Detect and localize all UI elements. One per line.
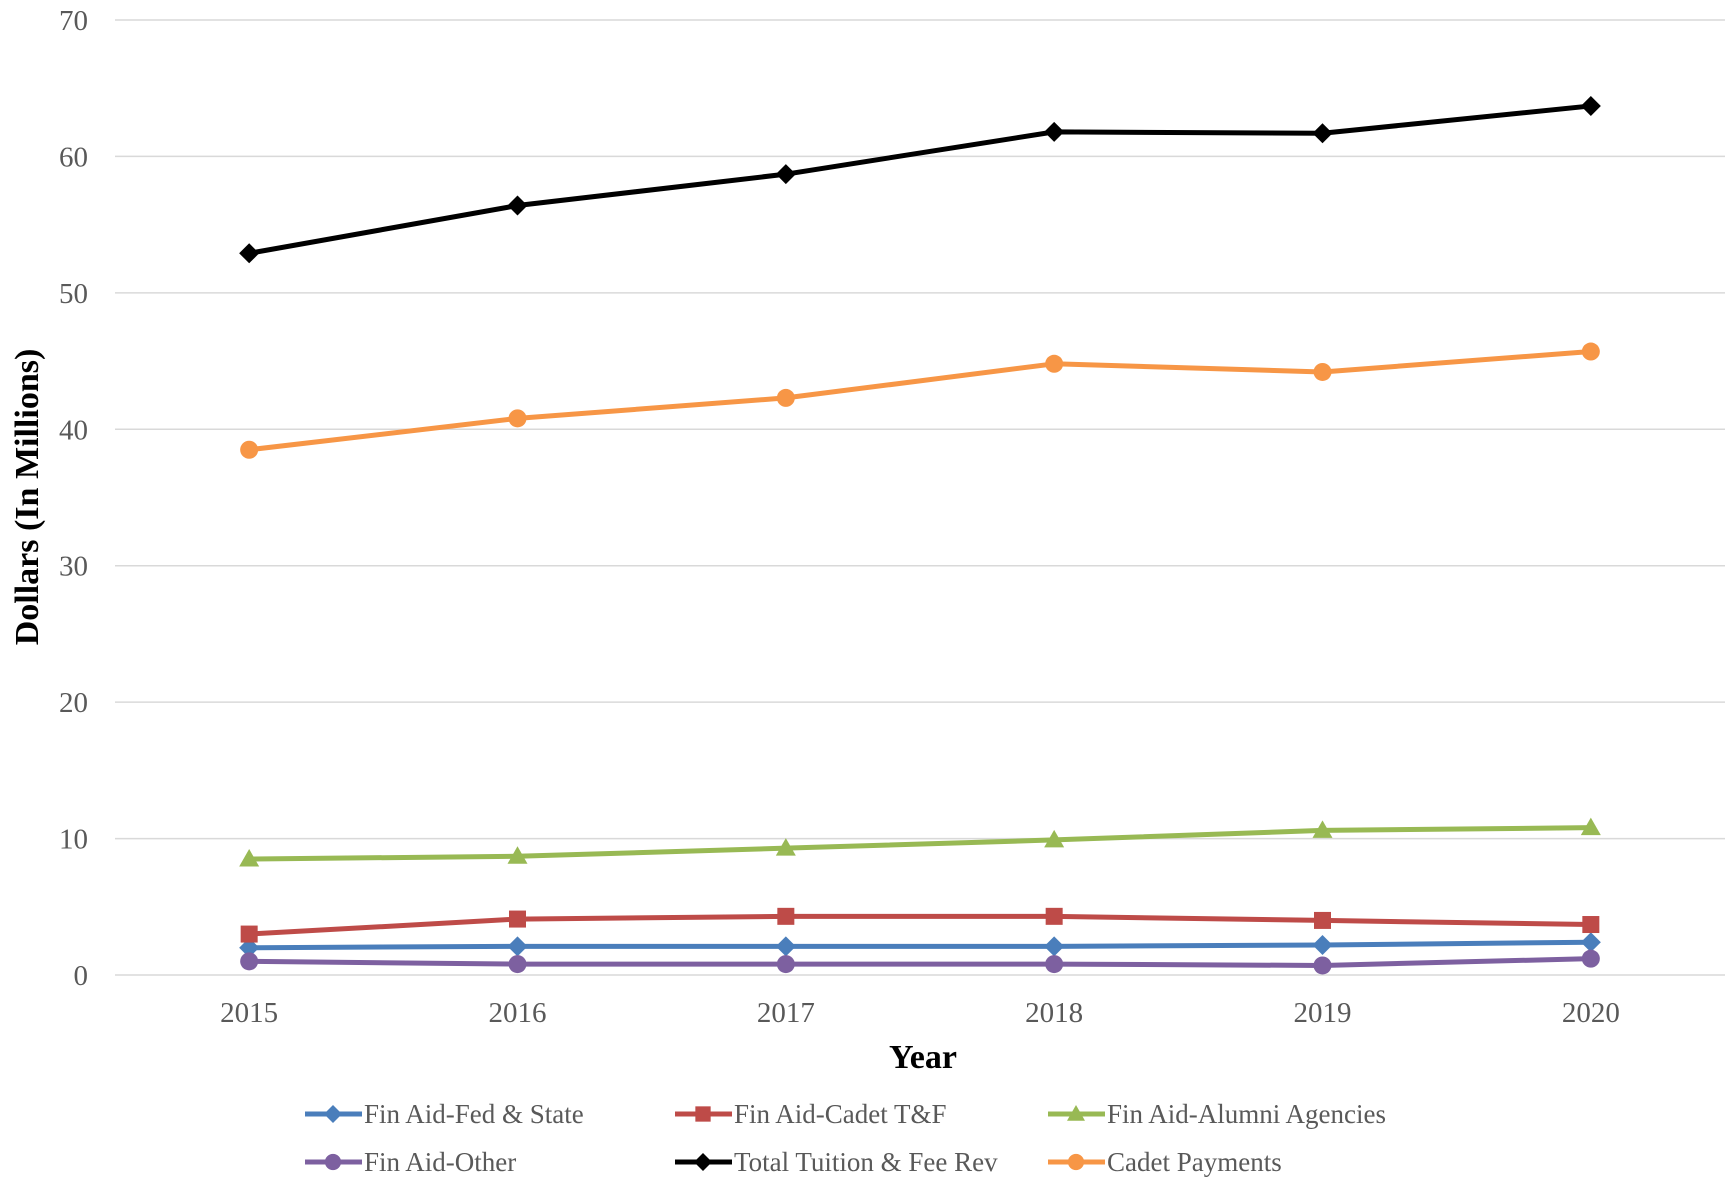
y-tick-label: 30	[59, 551, 88, 583]
series-line	[248, 103, 1592, 256]
legend-label: Fin Aid-Fed & State	[364, 1099, 584, 1129]
data-point	[776, 388, 795, 407]
data-point	[508, 955, 527, 974]
data-point	[775, 936, 796, 957]
data-point	[775, 164, 796, 185]
data-point	[240, 925, 258, 943]
data-point	[507, 936, 528, 957]
legend-marker	[324, 1105, 342, 1123]
data-point	[509, 910, 526, 928]
series-1	[240, 907, 1600, 943]
series-4	[239, 95, 1601, 264]
legend-label: Fin Aid-Alumni Agencies	[1107, 1099, 1386, 1129]
data-point	[776, 955, 795, 974]
data-point	[1044, 829, 1065, 848]
data-point	[1312, 934, 1333, 955]
data-point	[507, 195, 528, 216]
x-tick-label: 2020	[1562, 997, 1620, 1029]
legend-item: Cadet Payments	[1048, 1147, 1282, 1177]
data-point	[1312, 820, 1333, 838]
series-line	[249, 956, 1591, 968]
legend-marker	[695, 1106, 711, 1122]
data-point	[1314, 911, 1331, 929]
data-point	[507, 846, 528, 864]
x-tick-label: 2018	[1025, 997, 1083, 1029]
y-tick-label: 70	[59, 5, 88, 37]
legend-marker	[1067, 1153, 1085, 1171]
data-point	[1580, 95, 1601, 116]
y-tick-label: 20	[59, 687, 88, 719]
data-point	[1582, 916, 1600, 934]
legend-item: Fin Aid-Fed & State	[305, 1099, 584, 1129]
legend-label: Total Tuition & Fee Rev	[734, 1147, 998, 1177]
data-point	[1580, 932, 1601, 953]
legend-marker	[694, 1153, 712, 1171]
legend-label: Fin Aid-Other	[364, 1147, 516, 1177]
data-point	[1045, 955, 1064, 974]
x-tick-label: 2017	[757, 997, 815, 1029]
x-axis-title: Year	[889, 1039, 957, 1076]
data-point	[508, 409, 527, 428]
data-point	[775, 838, 796, 856]
y-tick-label: 10	[59, 824, 88, 856]
legend-marker	[1067, 1105, 1085, 1121]
data-point	[1580, 817, 1601, 836]
data-point	[1045, 354, 1064, 373]
series-line	[248, 349, 1592, 453]
legend-item: Total Tuition & Fee Rev	[675, 1147, 998, 1177]
x-tick-label: 2019	[1294, 997, 1352, 1029]
series-line	[249, 913, 1591, 937]
data-point	[239, 849, 260, 867]
data-point	[1044, 936, 1065, 957]
legend-item: Fin Aid-Cadet T&F	[675, 1099, 947, 1129]
legend-label: Fin Aid-Cadet T&F	[734, 1099, 947, 1129]
x-tick-label: 2015	[220, 997, 278, 1029]
data-point	[1312, 123, 1333, 144]
series-layer	[239, 95, 1601, 975]
data-point	[239, 243, 260, 264]
series-5	[240, 342, 1600, 459]
y-tick-label: 50	[59, 278, 88, 310]
legend-label: Cadet Payments	[1107, 1147, 1282, 1177]
x-axis-ticks: 2015 2016 2017 2018 2019 2020	[220, 997, 1620, 1029]
data-point	[1044, 121, 1065, 142]
legend-marker	[324, 1153, 342, 1171]
y-tick-label: 60	[59, 141, 88, 173]
legend-item: Fin Aid-Alumni Agencies	[1048, 1099, 1386, 1129]
series-line	[249, 939, 1591, 951]
y-axis-ticks: 0 10 20 30 40 50 60 70	[59, 5, 88, 992]
gridlines	[115, 19, 1725, 976]
data-point	[240, 440, 259, 459]
series-2	[239, 817, 1601, 867]
data-point	[1045, 907, 1063, 925]
legend: Fin Aid-Fed & State Fin Aid-Cadet T&F Fin …	[305, 1099, 1386, 1177]
data-point	[1581, 342, 1600, 361]
x-tick-label: 2016	[489, 997, 547, 1029]
legend-item: Fin Aid-Other	[305, 1147, 516, 1177]
data-point	[1313, 956, 1332, 975]
series-line	[249, 825, 1591, 862]
series-0	[239, 932, 1601, 958]
data-point	[240, 952, 259, 971]
data-point	[777, 907, 795, 925]
series-3	[240, 949, 1600, 975]
data-point	[239, 937, 260, 958]
y-tick-label: 40	[59, 414, 88, 446]
y-tick-label: 0	[74, 960, 89, 992]
y-axis-title: Dollars (In Millions)	[9, 349, 46, 646]
data-point	[1581, 949, 1600, 968]
data-point	[1313, 362, 1332, 381]
